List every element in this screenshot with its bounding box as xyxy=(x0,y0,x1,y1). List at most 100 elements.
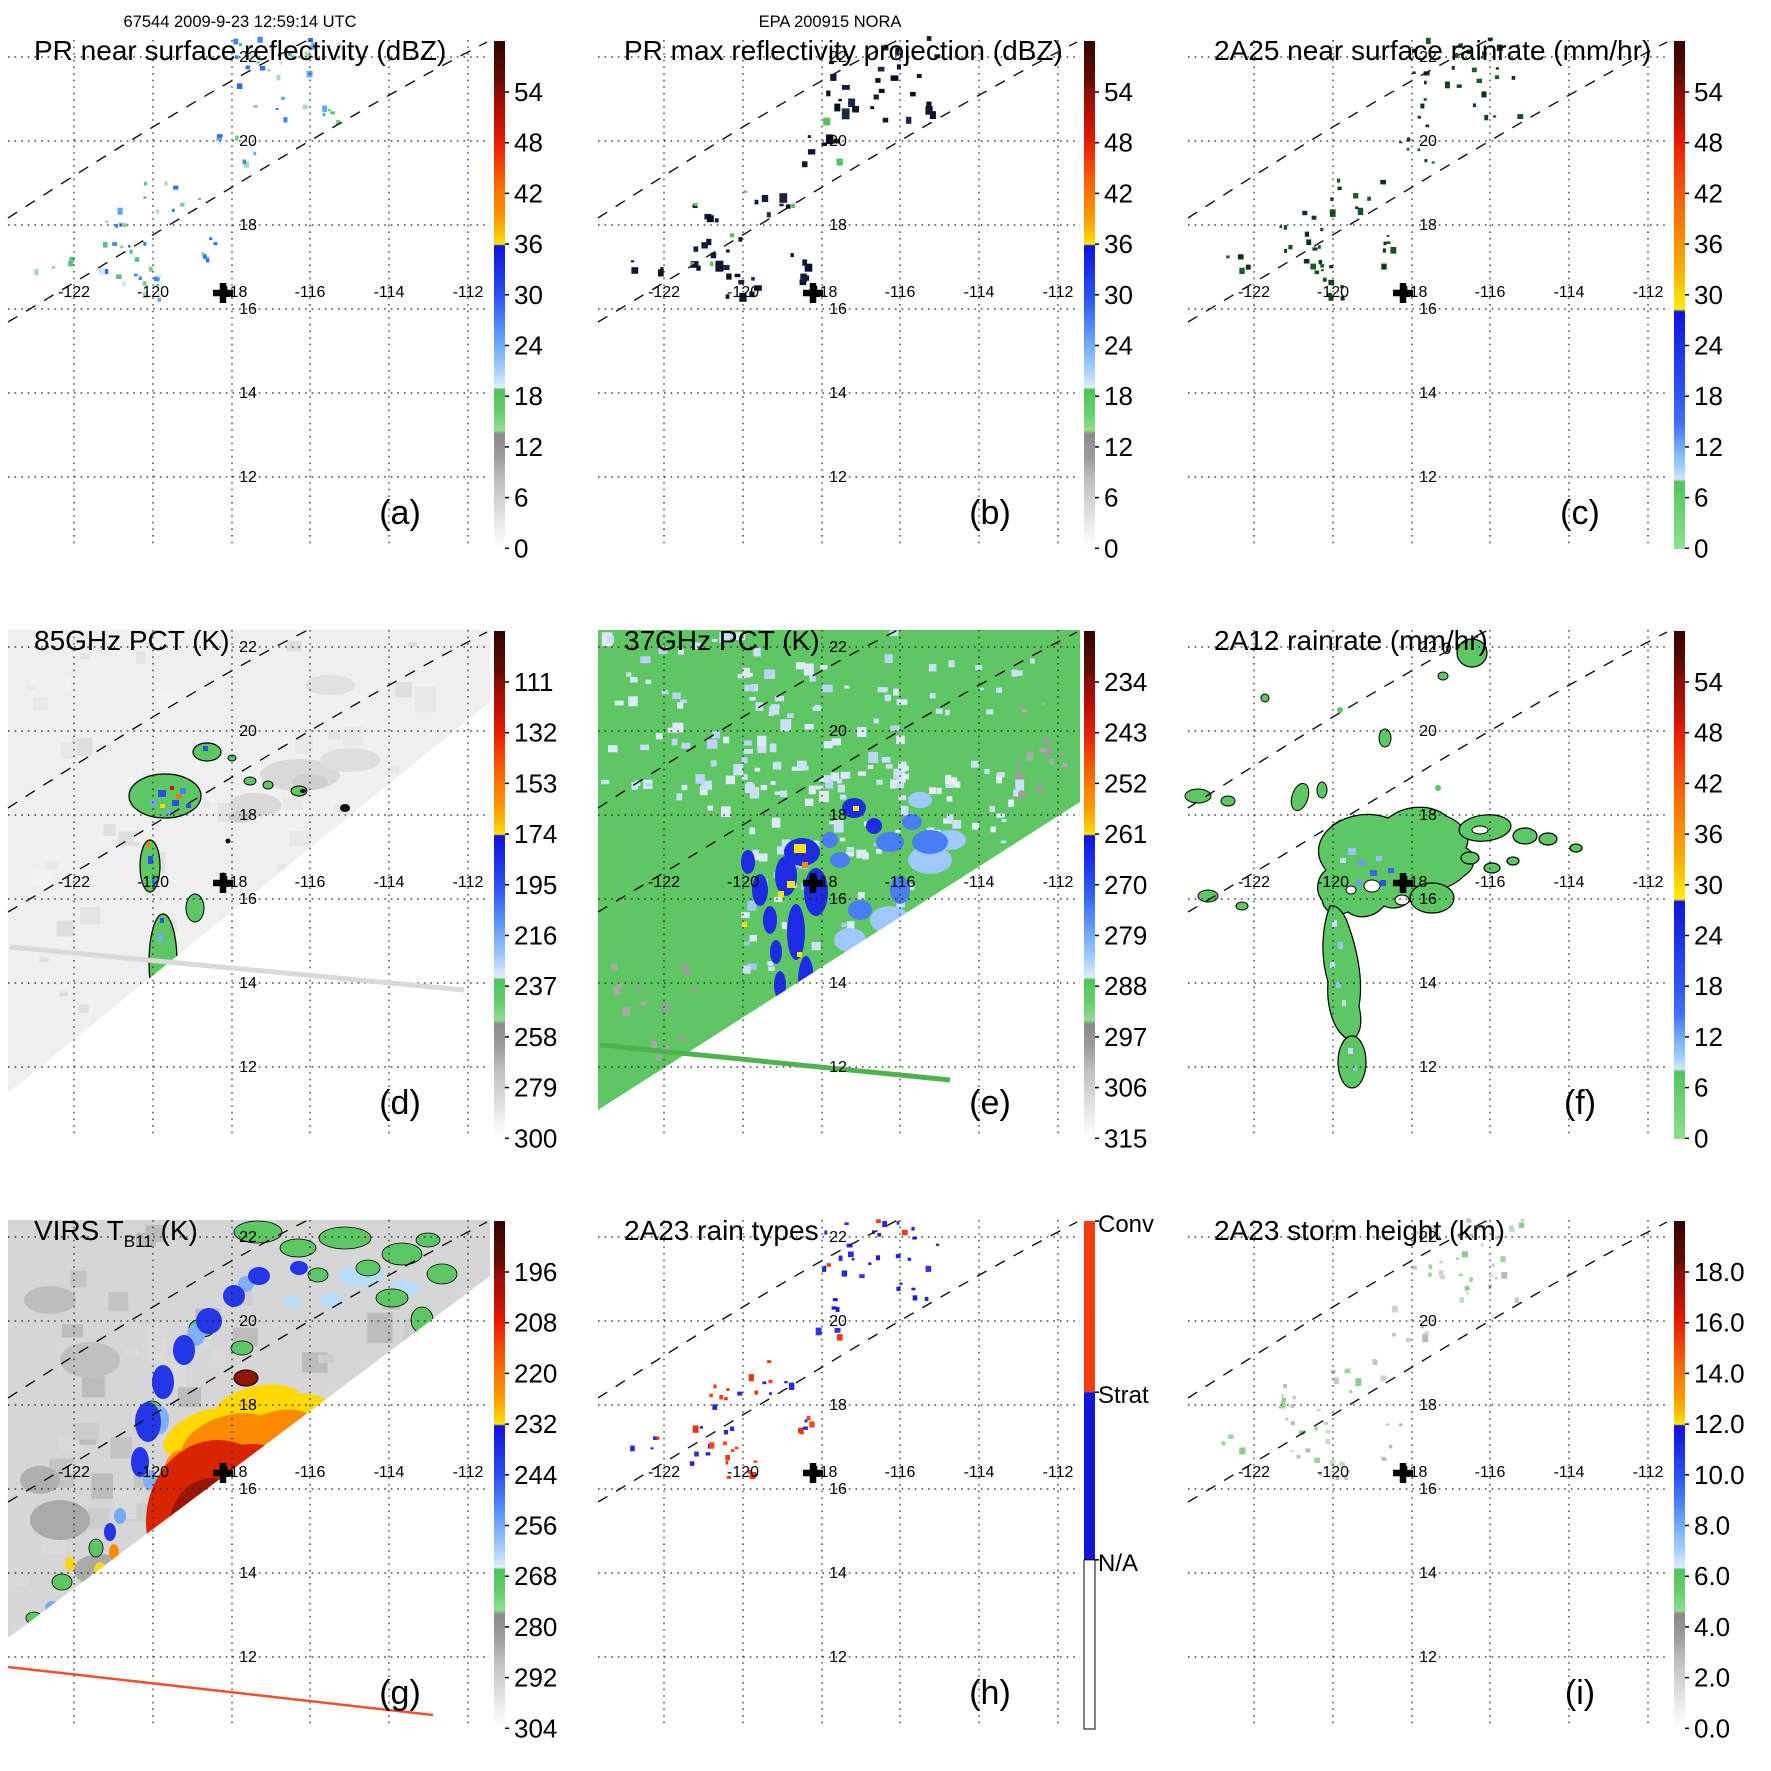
data-speck xyxy=(895,1254,901,1259)
texture-pixel xyxy=(884,654,893,663)
data-blob xyxy=(902,814,922,830)
data-speck xyxy=(895,47,900,52)
data-speck xyxy=(1333,1377,1339,1385)
swath-edge-line xyxy=(1187,1221,1668,1503)
data-speck xyxy=(766,212,771,218)
colorbar-tick-label: 18 xyxy=(514,381,543,411)
data-blob xyxy=(1197,889,1219,903)
data-pixel xyxy=(152,878,156,884)
data-speck xyxy=(1385,1424,1388,1426)
data-blob xyxy=(1184,788,1212,804)
data-specks xyxy=(1226,37,1524,301)
data-speck xyxy=(1425,124,1430,128)
data-pixel xyxy=(203,746,208,751)
lon-label: -112 xyxy=(453,284,484,301)
colorbar-segment-label: Conv xyxy=(1098,1211,1154,1238)
data-speck xyxy=(216,137,222,141)
panel-e: -122-120-118-116-114-11222201816141237GH… xyxy=(590,590,1180,1180)
lon-label: -112 xyxy=(1043,1464,1074,1481)
colorbar-tick-label: 54 xyxy=(1694,77,1723,107)
data-blob xyxy=(233,1369,259,1387)
data-speck xyxy=(304,51,310,57)
texture-pixel xyxy=(289,830,312,846)
texture-pixel xyxy=(321,984,333,994)
data-speck xyxy=(848,1251,854,1258)
data-speck xyxy=(217,140,222,145)
lat-label: 22 xyxy=(829,49,847,66)
data-speck xyxy=(253,105,258,108)
data-speck xyxy=(115,223,118,228)
panel-letter: (e) xyxy=(969,1084,1011,1122)
data-speck xyxy=(143,242,147,246)
colorbar-tick-label: 216 xyxy=(514,921,557,951)
texture-pixel xyxy=(637,985,642,991)
texture-pixel xyxy=(770,781,776,785)
colorbar-tick-label: 30 xyxy=(1104,280,1133,310)
texture-pixel xyxy=(67,1463,82,1474)
data-speck xyxy=(1380,179,1386,185)
data-speck xyxy=(852,105,859,113)
texture-pixel xyxy=(928,664,937,672)
data-speck xyxy=(201,252,205,256)
texture-pixel xyxy=(672,722,684,733)
colorbar-tick-label: 252 xyxy=(1104,768,1147,798)
data-speck xyxy=(242,159,247,164)
texture-pixel xyxy=(749,697,756,701)
data-speck xyxy=(243,161,249,168)
texture-pixel xyxy=(177,1387,202,1407)
data-pixel xyxy=(1376,856,1382,861)
data-speck xyxy=(1290,1450,1294,1453)
texture-pixel xyxy=(948,777,958,785)
texture-pixel xyxy=(459,1089,472,1093)
texture-pixel xyxy=(79,652,90,660)
data-blob xyxy=(1345,885,1357,895)
data-blob xyxy=(774,971,786,999)
colorbar-tick-label: 48 xyxy=(1694,718,1723,748)
data-speck xyxy=(105,220,109,223)
data-blob xyxy=(1235,901,1249,911)
panel-e-canvas: -122-120-118-116-114-11222201816141237GH… xyxy=(597,625,1147,1153)
colorbar-tick-label: 261 xyxy=(1104,819,1147,849)
data-speck xyxy=(726,249,730,253)
colorbar-tick-label: 268 xyxy=(514,1561,557,1591)
swath-edge-dashes xyxy=(597,39,1078,323)
data-speck xyxy=(1439,1275,1446,1280)
lon-label: -120 xyxy=(727,1464,759,1481)
texture-pixel xyxy=(723,736,730,744)
data-speck xyxy=(1237,254,1244,260)
data-speck xyxy=(655,1436,660,1440)
data-speck xyxy=(202,254,207,259)
colorbar xyxy=(1084,631,1095,1139)
data-blob xyxy=(228,811,252,823)
colorbar-tick-label: 258 xyxy=(514,1022,557,1052)
texture-pixel xyxy=(768,966,775,971)
colorbar-tick-label: 54 xyxy=(1694,667,1723,697)
data-speck xyxy=(1290,1404,1295,1408)
data-speck xyxy=(715,260,724,272)
texture-pixel xyxy=(286,640,302,652)
colorbar-tick-label: 48 xyxy=(514,128,543,158)
lon-label: -114 xyxy=(1554,284,1585,301)
lat-label: 20 xyxy=(829,723,847,740)
texture-pixel xyxy=(322,1003,339,1025)
data-speck xyxy=(701,242,708,249)
texture-pixel xyxy=(475,1341,490,1352)
lon-label: -120 xyxy=(1317,284,1349,301)
data-speck xyxy=(826,90,831,97)
texture-pixel xyxy=(919,924,928,935)
colorbar-tick-label: 30 xyxy=(1694,280,1723,310)
texture-pixel xyxy=(857,892,865,900)
data-blob xyxy=(141,1592,163,1628)
texture-pixel xyxy=(1021,708,1028,712)
swath-background xyxy=(8,630,490,1093)
colorbar-tick-label: 232 xyxy=(514,1409,557,1439)
lon-label: -120 xyxy=(137,284,169,301)
swath-edge-line xyxy=(7,1221,488,1503)
data-blob xyxy=(1435,785,1441,791)
data-speck xyxy=(878,88,885,93)
texture-pixel xyxy=(145,1554,161,1568)
data-pixel xyxy=(176,794,181,799)
data-pixel xyxy=(156,998,160,1004)
texture-pixel xyxy=(868,752,879,763)
